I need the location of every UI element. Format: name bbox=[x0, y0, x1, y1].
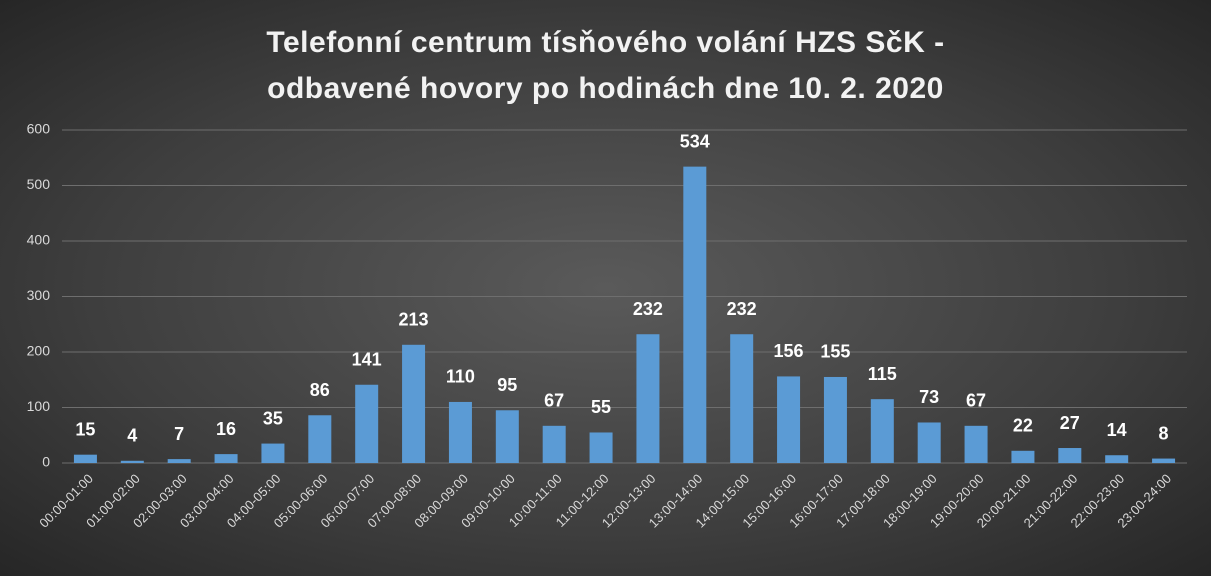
value-label: 232 bbox=[633, 299, 663, 319]
y-tick-label: 100 bbox=[27, 398, 51, 414]
bar bbox=[214, 454, 238, 463]
value-label: 232 bbox=[727, 299, 757, 319]
y-tick-label: 300 bbox=[27, 287, 51, 303]
bar bbox=[964, 425, 988, 463]
value-label: 27 bbox=[1060, 413, 1080, 433]
value-label: 67 bbox=[544, 391, 564, 411]
bar bbox=[589, 432, 613, 463]
bar bbox=[1011, 450, 1035, 463]
bar bbox=[730, 334, 754, 463]
value-label: 213 bbox=[399, 310, 429, 330]
value-label: 15 bbox=[75, 419, 95, 439]
bar bbox=[261, 443, 285, 463]
bar bbox=[1105, 455, 1129, 463]
bar bbox=[917, 422, 941, 463]
bar bbox=[777, 376, 801, 463]
value-label: 55 bbox=[591, 397, 611, 417]
y-tick-label: 400 bbox=[27, 232, 51, 248]
bar bbox=[636, 334, 660, 463]
value-label: 67 bbox=[966, 391, 986, 411]
value-label: 115 bbox=[868, 364, 897, 384]
value-label: 7 bbox=[174, 424, 184, 444]
chart-title: Telefonní centrum tísňového volání HZS S… bbox=[266, 26, 945, 105]
value-label: 534 bbox=[680, 131, 710, 151]
bar bbox=[1058, 448, 1082, 463]
bar bbox=[120, 460, 144, 463]
bar bbox=[402, 344, 426, 463]
bar bbox=[870, 399, 894, 463]
value-label: 16 bbox=[216, 419, 236, 439]
value-label: 156 bbox=[774, 341, 804, 361]
y-tick-label: 0 bbox=[42, 454, 50, 470]
bar bbox=[73, 454, 97, 463]
value-label: 14 bbox=[1107, 420, 1127, 440]
value-label: 8 bbox=[1159, 423, 1169, 443]
y-tick-label: 500 bbox=[27, 176, 51, 192]
value-label: 155 bbox=[820, 342, 850, 362]
value-label: 95 bbox=[497, 375, 517, 395]
value-label: 35 bbox=[263, 408, 283, 428]
bar bbox=[823, 376, 847, 463]
value-label: 141 bbox=[352, 349, 382, 369]
bar bbox=[1152, 458, 1176, 463]
bar bbox=[167, 459, 191, 463]
y-tick-label: 600 bbox=[27, 121, 51, 137]
bar bbox=[355, 384, 379, 463]
bar bbox=[448, 401, 472, 463]
bar bbox=[495, 410, 519, 463]
value-label: 86 bbox=[310, 380, 330, 400]
value-label: 110 bbox=[446, 367, 475, 387]
bar bbox=[308, 415, 332, 463]
bar bbox=[542, 425, 566, 463]
value-label: 22 bbox=[1013, 416, 1033, 436]
value-label: 4 bbox=[127, 426, 137, 446]
value-label: 73 bbox=[919, 387, 939, 407]
bar bbox=[683, 166, 707, 463]
y-tick-label: 200 bbox=[27, 343, 51, 359]
